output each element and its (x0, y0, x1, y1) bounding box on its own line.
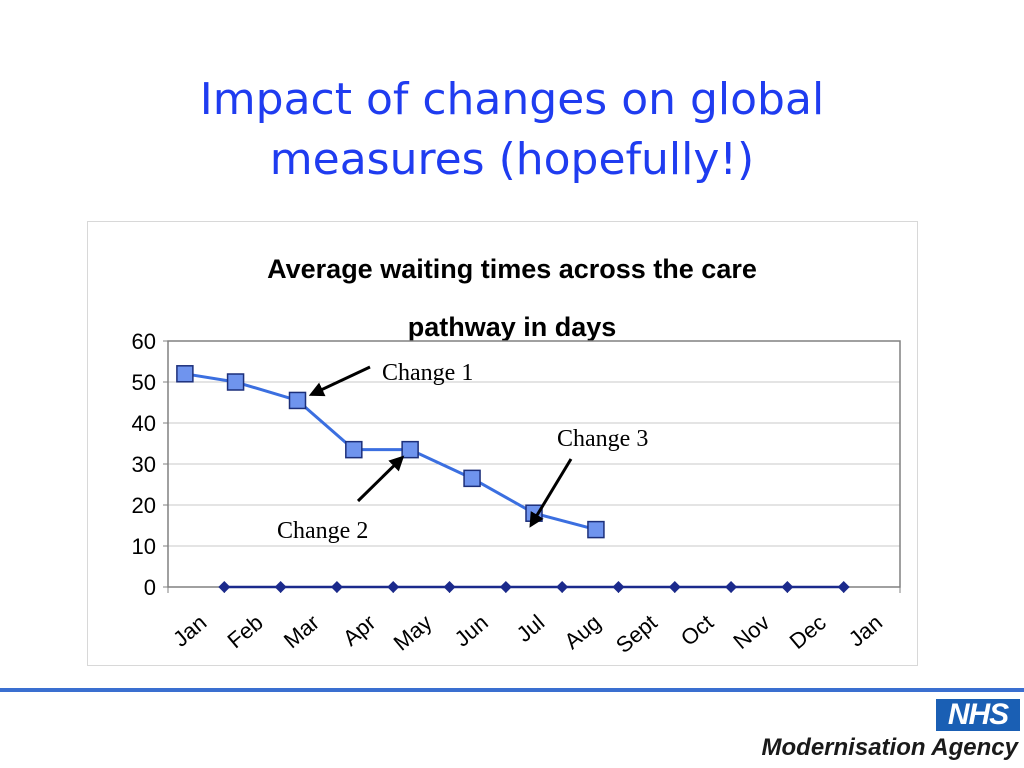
agency-name: Modernisation Agency (761, 734, 1018, 761)
nhs-logo: NHS (936, 699, 1020, 731)
x-tick-label-1: Feb (223, 610, 268, 654)
series-1-point-6 (556, 581, 569, 593)
series-0-point-3 (345, 440, 363, 459)
x-tick-label-11: Dec (785, 610, 831, 654)
series-0-point-7 (587, 520, 605, 539)
series-1-point-0 (218, 581, 231, 593)
chart-title-line-2: pathway in days (407, 312, 617, 342)
series-1-point-1 (274, 581, 287, 593)
annotation-arrow-1 (308, 365, 371, 397)
series-1-point-2 (330, 581, 343, 593)
annotation-label-3: Change 3 (557, 426, 648, 452)
annotation-label-1: Change 1 (382, 360, 473, 386)
series-1-point-5 (499, 581, 512, 593)
x-tick-label-3: Apr (338, 610, 380, 651)
y-tick-label-3: 30 (132, 452, 156, 477)
x-tick-label-0: Jan (168, 610, 211, 652)
series-1-point-9 (725, 581, 738, 593)
x-tick-label-8: Sept (611, 610, 662, 658)
series-1-point-10 (781, 581, 794, 593)
series-1-point-7 (612, 581, 625, 593)
chart-title-line-1: Average waiting times across the care (267, 254, 757, 284)
series-1-point-4 (443, 581, 456, 593)
series-0-line (184, 372, 597, 532)
y-tick-label-1: 10 (132, 534, 156, 559)
series-0-point-5 (463, 469, 481, 488)
y-tick-label-0: 0 (144, 575, 156, 600)
annotation-arrow-3 (529, 458, 573, 528)
series-1-point-11 (837, 581, 850, 593)
chart-area (87, 221, 918, 666)
y-tick-label-2: 20 (132, 493, 156, 518)
series-1-point-8 (668, 581, 681, 593)
x-tick-label-9: Oct (676, 610, 718, 651)
series-0-point-1 (226, 373, 245, 391)
series-0-point-0 (176, 365, 194, 383)
x-tick-label-5: Jun (450, 610, 493, 652)
annotation-label-2: Change 2 (277, 518, 368, 544)
footer-rule (0, 688, 1024, 692)
x-tick-label-12: Jan (844, 610, 887, 652)
series-0-point-4 (401, 440, 419, 459)
slide-title-line-1: Impact of changes on global (199, 74, 825, 125)
x-tick-label-7: Aug (559, 610, 605, 654)
y-tick-label-5: 50 (132, 370, 156, 395)
y-tick-label-4: 40 (132, 411, 156, 436)
series-1-point-3 (387, 581, 400, 593)
slide-title: Impact of changes on global measures (ho… (0, 70, 1024, 190)
x-tick-label-6: Jul (512, 610, 550, 647)
x-tick-label-2: Mar (279, 610, 324, 654)
slide-title-line-2: measures (hopefully!) (269, 134, 755, 185)
x-tick-label-4: May (389, 610, 437, 656)
annotation-arrow-2 (356, 455, 405, 503)
x-tick-label-10: Nov (728, 610, 774, 654)
series-0-point-2 (288, 391, 307, 410)
y-tick-label-6: 60 (132, 329, 156, 354)
chart-title: Average waiting times across the care pa… (0, 240, 1024, 356)
